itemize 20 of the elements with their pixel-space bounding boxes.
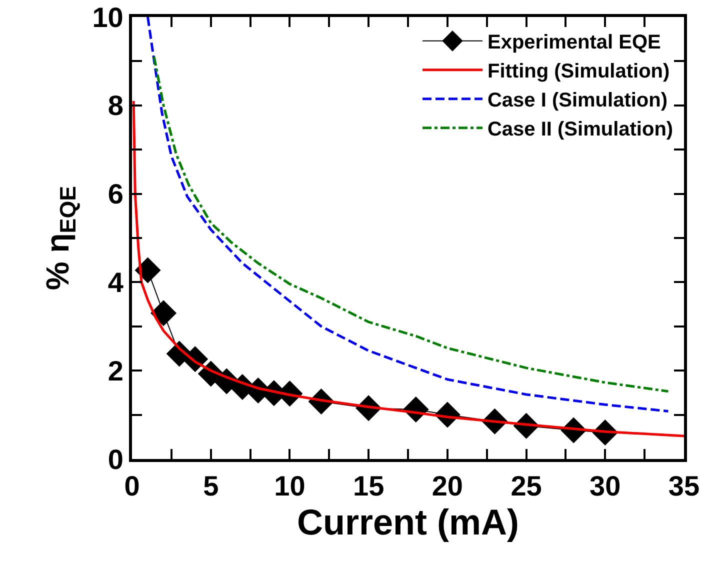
- y-tick-label: 6: [108, 178, 124, 210]
- x-tick-label: 35: [668, 470, 700, 502]
- x-tick-label: 5: [203, 470, 219, 502]
- x-tick-label: 10: [274, 470, 306, 502]
- point: [134, 257, 161, 284]
- x-tick-label: 20: [432, 470, 464, 502]
- y-tick-label: 0: [108, 444, 124, 475]
- x-tick-label: 25: [510, 470, 542, 502]
- y-tick-label: 10: [92, 2, 124, 33]
- x-axis-title: Current (mA): [297, 502, 519, 543]
- point: [150, 300, 177, 326]
- legend-label: Case II (Simulation): [487, 118, 674, 141]
- y-tick-label: 4: [108, 267, 124, 298]
- x-tick-label: 15: [352, 470, 384, 502]
- x-tick-label: 30: [590, 470, 621, 502]
- legend-label: Fitting (Simulation): [487, 60, 670, 83]
- legend-label: Experimental EQE: [487, 32, 661, 54]
- y-tick-label: 2: [108, 355, 124, 386]
- legend-label: Case I (Simulation): [487, 90, 668, 112]
- y-tick-label: 8: [108, 90, 124, 122]
